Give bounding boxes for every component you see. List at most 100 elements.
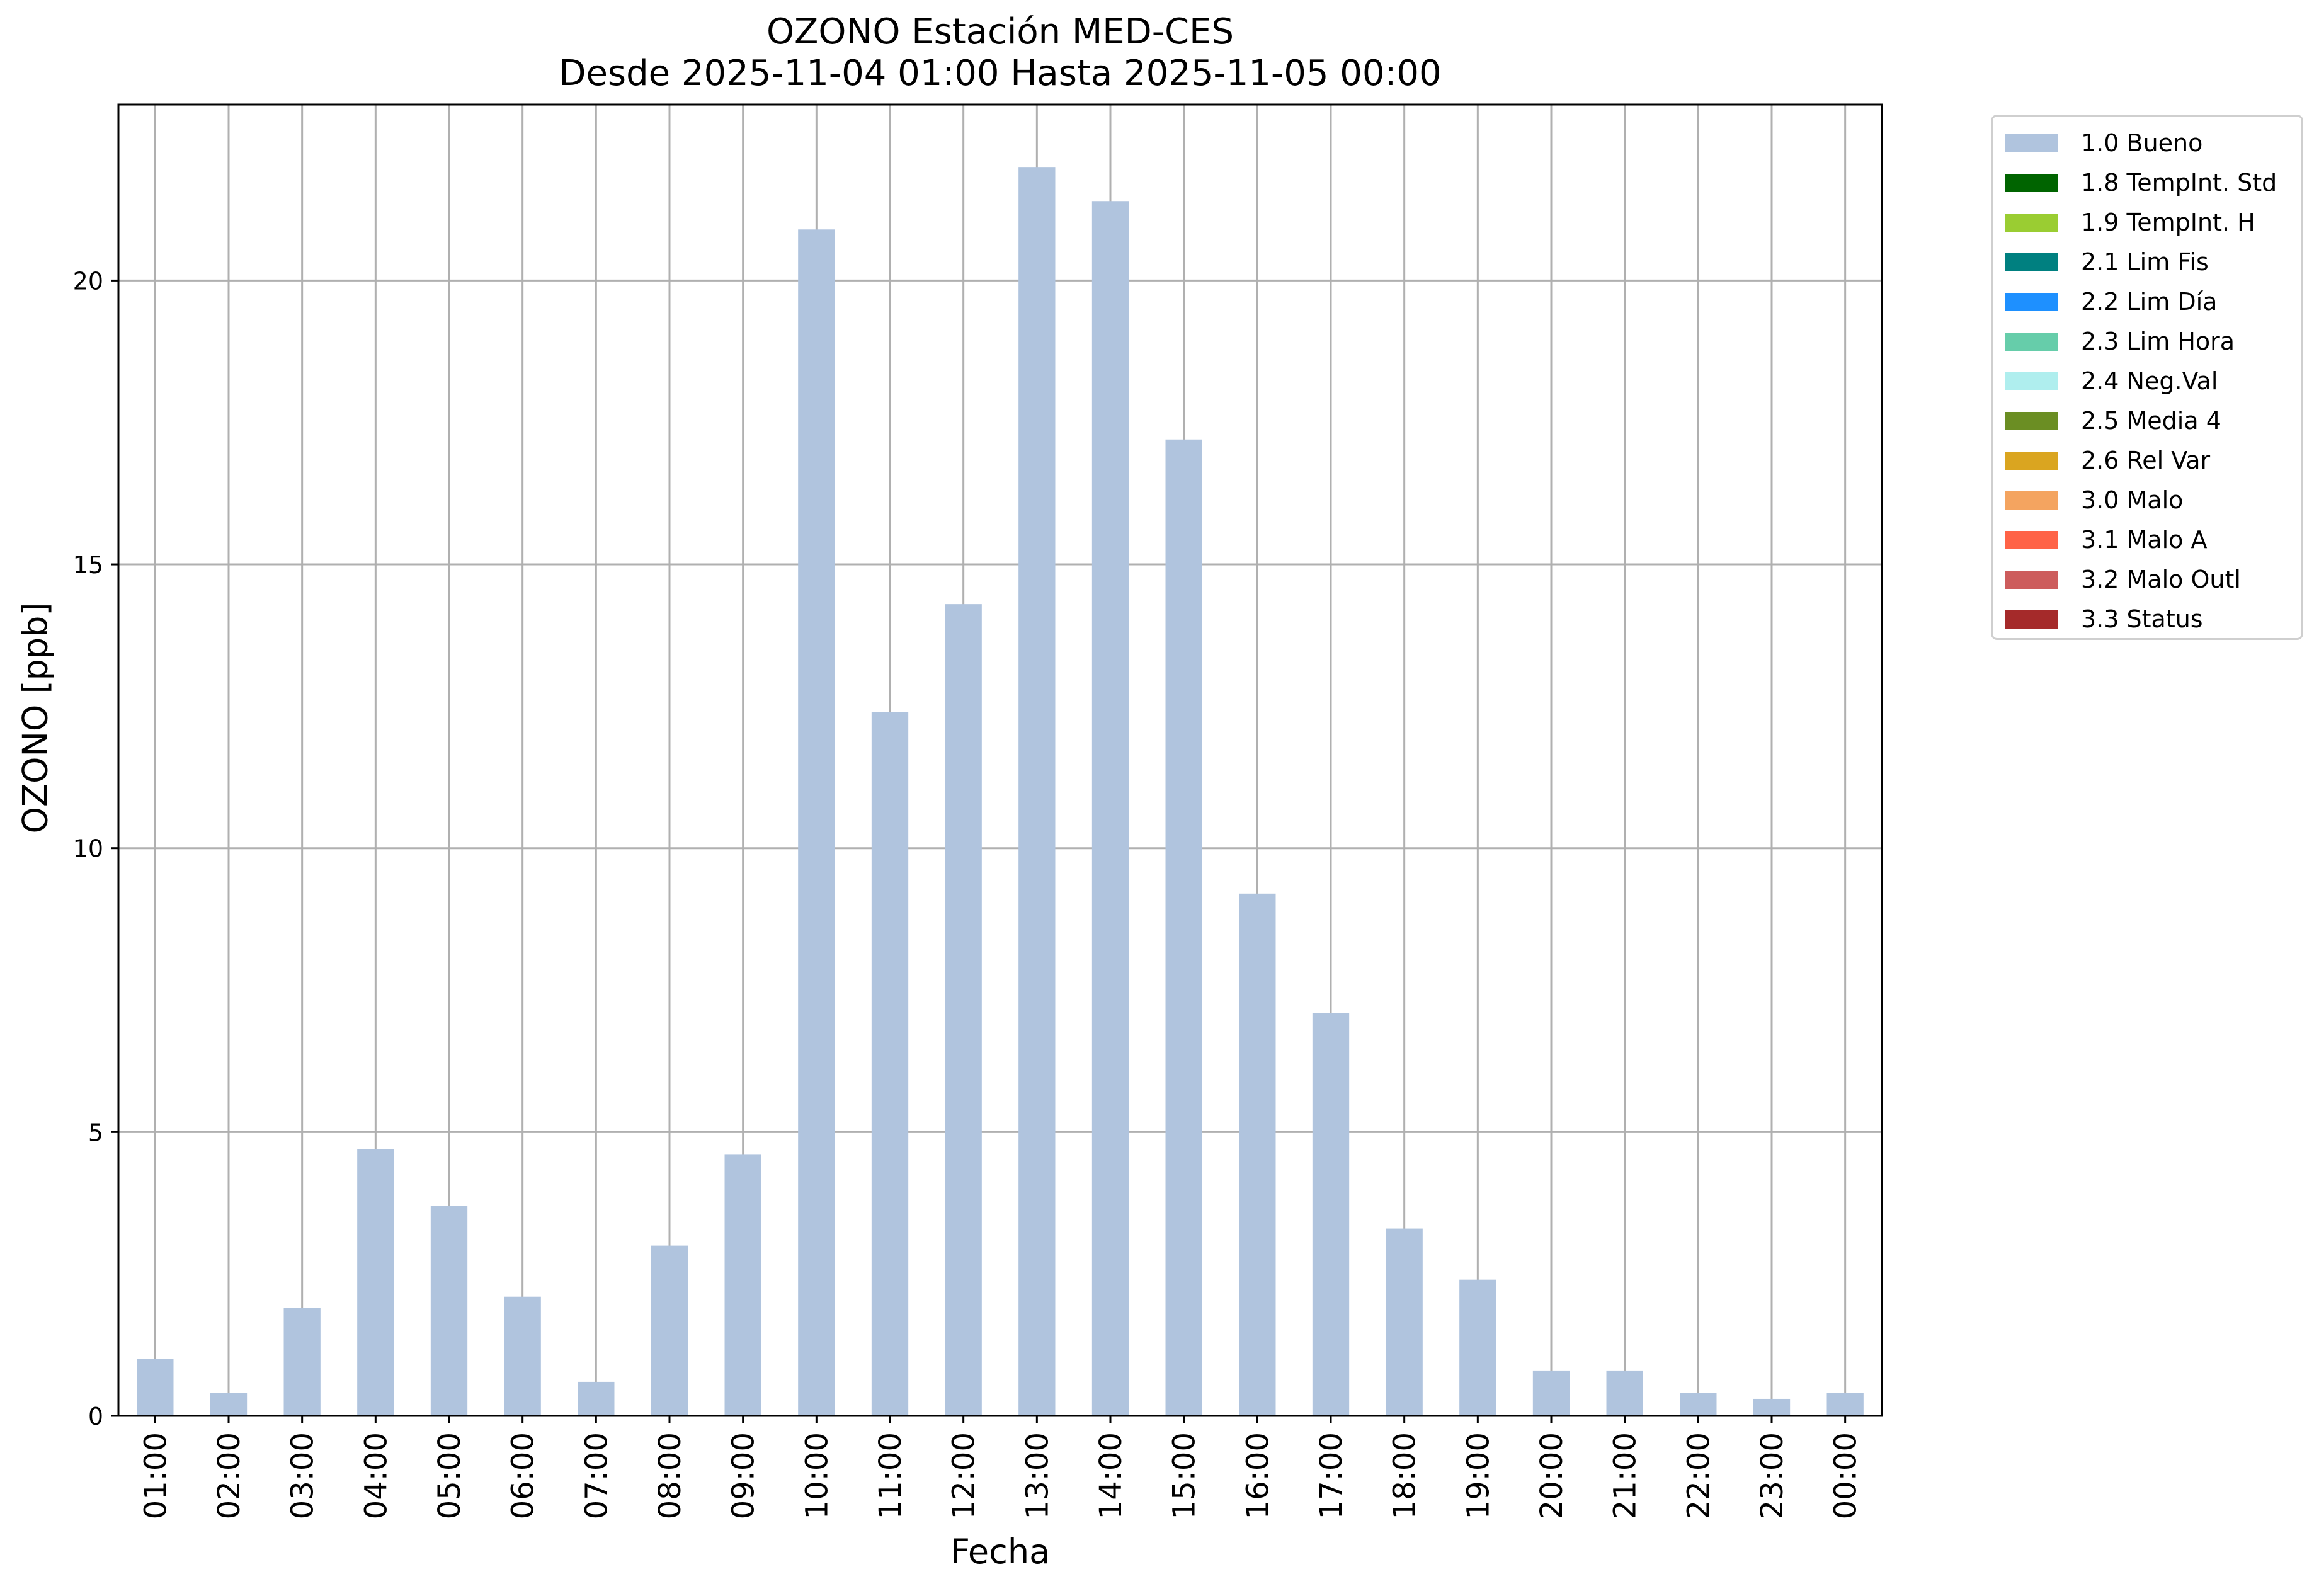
legend-item: 2.3 Lim Hora (2005, 328, 2235, 355)
bar (1532, 1370, 1570, 1416)
legend-swatch (2005, 253, 2058, 271)
legend-swatch (2005, 411, 2058, 430)
x-tick-label: 08:00 (652, 1432, 688, 1519)
x-tick-label: 21:00 (1608, 1432, 1643, 1519)
bar (210, 1393, 248, 1416)
legend-swatch (2005, 134, 2058, 152)
x-tick-label: 20:00 (1534, 1432, 1570, 1519)
bar (724, 1154, 761, 1416)
legend-swatch (2005, 530, 2058, 549)
bar (357, 1149, 394, 1416)
legend-swatch (2005, 173, 2058, 192)
x-tick-label: 07:00 (579, 1432, 614, 1519)
bar (1606, 1370, 1643, 1416)
legend-label: 3.1 Malo A (2081, 526, 2208, 554)
legend-item: 2.4 Neg.Val (2005, 367, 2218, 395)
legend-label: 3.0 Malo (2081, 486, 2184, 514)
legend-label: 2.2 Lim Día (2081, 288, 2218, 316)
legend-label: 1.8 TempInt. Std (2081, 169, 2277, 197)
x-tick-label: 16:00 (1240, 1432, 1275, 1519)
legend-item: 2.5 Media 4 (2005, 407, 2221, 435)
x-tick-label: 14:00 (1093, 1432, 1129, 1519)
bar (798, 229, 835, 1416)
legend-item: 3.0 Malo (2005, 486, 2184, 514)
x-tick-label: 02:00 (212, 1432, 247, 1519)
legend-label: 2.3 Lim Hora (2081, 328, 2235, 355)
legend-label: 2.4 Neg.Val (2081, 367, 2218, 395)
bar (137, 1359, 174, 1416)
bar (430, 1206, 468, 1416)
bar (1753, 1398, 1791, 1416)
legend-item: 1.8 TempInt. Std (2005, 169, 2277, 197)
x-tick-label: 09:00 (726, 1432, 761, 1519)
legend-item: 3.1 Malo A (2005, 526, 2208, 554)
bar (1312, 1013, 1350, 1416)
x-tick-label: 05:00 (432, 1432, 467, 1519)
bar (1680, 1393, 1717, 1416)
legend-label: 2.1 Lim Fis (2081, 248, 2209, 276)
legend-swatch (2005, 332, 2058, 351)
x-tick-label: 11:00 (873, 1432, 908, 1519)
legend-swatch (2005, 570, 2058, 589)
bar (1826, 1393, 1864, 1416)
x-tick-label: 00:00 (1828, 1432, 1864, 1519)
y-axis-label: OZONO [ppb] (15, 602, 55, 834)
x-tick-label: 03:00 (285, 1432, 321, 1519)
legend-label: 1.0 Bueno (2081, 129, 2203, 157)
x-tick-label: 19:00 (1461, 1432, 1496, 1519)
legend-swatch (2005, 372, 2058, 390)
bar (578, 1381, 615, 1416)
y-tick-label: 20 (73, 267, 103, 295)
axis-ticks: 0 5 10 15 20 01:00 02:00 03:00 04:00 05:00 06:00 07… (73, 267, 1864, 1519)
legend-label: 1.9 TempInt. H (2081, 208, 2255, 236)
bar (1386, 1228, 1423, 1416)
x-tick-label: 01:00 (138, 1432, 173, 1519)
x-tick-label: 18:00 (1387, 1432, 1423, 1519)
legend-swatch (2005, 292, 2058, 311)
bar (504, 1296, 541, 1416)
bar (283, 1308, 321, 1416)
legend-item: 2.2 Lim Día (2005, 288, 2218, 316)
bar (1239, 893, 1276, 1416)
y-tick-label: 15 (73, 551, 103, 579)
x-axis-label: Fecha (950, 1532, 1051, 1571)
bars (137, 167, 1864, 1416)
x-tick-label: 22:00 (1681, 1432, 1716, 1519)
legend-swatch (2005, 451, 2058, 470)
y-tick-label: 5 (88, 1119, 103, 1146)
bar (945, 604, 982, 1416)
bar (1165, 439, 1202, 1416)
legend-swatch (2005, 610, 2058, 629)
x-tick-label: 12:00 (947, 1432, 982, 1519)
legend-item: 3.3 Status (2005, 605, 2203, 633)
x-tick-label: 10:00 (799, 1432, 835, 1519)
legend-item: 1.9 TempInt. H (2005, 208, 2255, 236)
bar (651, 1245, 688, 1416)
legend-label: 3.3 Status (2081, 605, 2203, 633)
legend: 1.0 Bueno 1.8 TempInt. Std 1.9 TempInt. H 2… (1991, 115, 2303, 640)
chart-subtitle: Desde 2025-11-04 01:00 Hasta 2025-11-05 … (559, 53, 1442, 94)
x-tick-label: 15:00 (1167, 1432, 1202, 1519)
bar (871, 712, 909, 1416)
bar (1459, 1279, 1496, 1416)
legend-item: 2.1 Lim Fis (2005, 248, 2209, 276)
legend-label: 2.6 Rel Var (2081, 447, 2211, 474)
y-tick-label: 0 (88, 1403, 103, 1430)
x-tick-label: 13:00 (1020, 1432, 1055, 1519)
legend-item: 3.2 Malo Outl (2005, 566, 2241, 593)
legend-item: 1.0 Bueno (2005, 129, 2203, 157)
y-tick-label: 10 (73, 835, 103, 863)
legend-swatch (2005, 213, 2058, 232)
x-tick-label: 04:00 (358, 1432, 394, 1519)
legend-label: 2.5 Media 4 (2081, 407, 2221, 435)
x-tick-label: 06:00 (506, 1432, 541, 1519)
x-tick-label: 23:00 (1755, 1432, 1790, 1519)
legend-label: 3.2 Malo Outl (2081, 566, 2241, 593)
plot-frame (117, 103, 1883, 1417)
bar (1091, 201, 1129, 1416)
chart-title: OZONO Estación MED-CES (766, 11, 1234, 52)
x-tick-label: 17:00 (1314, 1432, 1349, 1519)
bar (1018, 167, 1056, 1416)
legend-item: 2.6 Rel Var (2005, 447, 2211, 474)
